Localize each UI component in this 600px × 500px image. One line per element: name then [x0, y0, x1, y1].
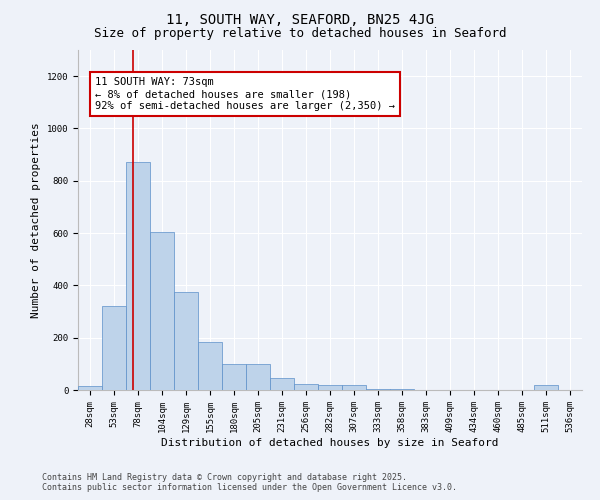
Bar: [198, 342, 222, 390]
Bar: [174, 292, 198, 390]
Bar: [126, 162, 150, 390]
X-axis label: Distribution of detached houses by size in Seaford: Distribution of detached houses by size …: [161, 438, 499, 448]
Bar: [534, 385, 558, 390]
Text: 11 SOUTH WAY: 73sqm
← 8% of detached houses are smaller (198)
92% of semi-detach: 11 SOUTH WAY: 73sqm ← 8% of detached hou…: [95, 78, 395, 110]
Text: Contains HM Land Registry data © Crown copyright and database right 2025.
Contai: Contains HM Land Registry data © Crown c…: [42, 473, 457, 492]
Bar: [150, 232, 174, 390]
Bar: [246, 364, 270, 390]
Bar: [366, 389, 390, 390]
Bar: [318, 386, 342, 390]
Bar: [102, 306, 126, 390]
Bar: [342, 386, 366, 390]
Bar: [294, 384, 318, 390]
Bar: [222, 364, 246, 390]
Text: 11, SOUTH WAY, SEAFORD, BN25 4JG: 11, SOUTH WAY, SEAFORD, BN25 4JG: [166, 12, 434, 26]
Bar: [390, 388, 414, 390]
Bar: [270, 378, 294, 390]
Bar: [78, 386, 102, 390]
Text: Size of property relative to detached houses in Seaford: Size of property relative to detached ho…: [94, 28, 506, 40]
Y-axis label: Number of detached properties: Number of detached properties: [31, 122, 41, 318]
